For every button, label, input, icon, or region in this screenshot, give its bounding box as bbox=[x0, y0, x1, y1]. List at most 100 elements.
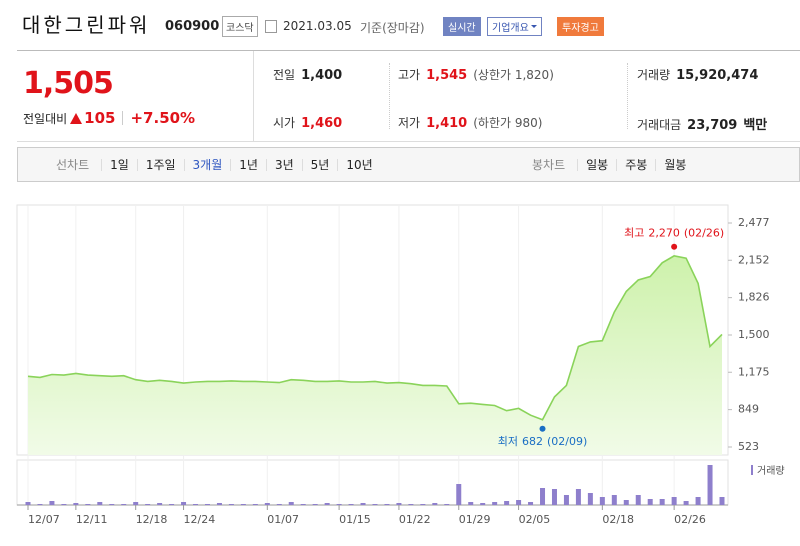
low-dot bbox=[539, 425, 546, 432]
stat: 시가 1,460 bbox=[273, 114, 342, 131]
stat-value: 1,400 bbox=[301, 68, 343, 83]
volume-bar bbox=[480, 503, 486, 505]
volume-bar bbox=[504, 501, 510, 505]
volume-bar bbox=[193, 504, 199, 505]
volume-bar bbox=[671, 497, 677, 505]
volume-bar bbox=[157, 503, 163, 505]
volume-bar bbox=[683, 501, 689, 505]
realtime-button[interactable]: 실시간 bbox=[443, 17, 481, 36]
volume-bar bbox=[121, 504, 127, 505]
x-tick-label: 02/26 bbox=[674, 513, 706, 526]
stat-note: (상한가 1,820) bbox=[473, 68, 554, 82]
volume-bar bbox=[300, 504, 306, 505]
volume-bar bbox=[599, 497, 605, 505]
y-tick-label: 523 bbox=[738, 440, 759, 453]
stat-label: 전일 bbox=[273, 68, 296, 82]
x-tick-label: 12/24 bbox=[184, 513, 216, 526]
high-date: (02/26) bbox=[684, 227, 724, 240]
price-chart: 12/07 12/11 12/18 12/24 01/07 01/15 01/22 01/29… bbox=[16, 204, 785, 526]
volume-bar bbox=[312, 504, 318, 505]
x-tick-label: 01/29 bbox=[459, 513, 491, 526]
volume-bar bbox=[623, 500, 629, 505]
volume-bar bbox=[408, 504, 414, 505]
stat-label: 고가 bbox=[398, 68, 421, 82]
low-annotation: 최저 682 (02/09) bbox=[498, 435, 588, 448]
volume-bar bbox=[659, 499, 665, 505]
y-tick-label: 1,826 bbox=[738, 291, 770, 304]
volume-bar bbox=[695, 497, 701, 505]
volume-bar bbox=[25, 502, 31, 505]
change-pct: +7.50% bbox=[130, 109, 196, 127]
stat-value: 1,460 bbox=[301, 116, 343, 131]
x-tick-label: 01/15 bbox=[339, 513, 371, 526]
column-separator bbox=[389, 63, 390, 129]
volume-bar bbox=[707, 465, 713, 505]
volume-bar bbox=[647, 499, 653, 505]
market-badge: 코스닥 bbox=[222, 16, 258, 37]
volume-bar bbox=[432, 503, 438, 505]
y-tick-label: 1,175 bbox=[738, 365, 770, 378]
date: 2021.03.05 bbox=[283, 19, 352, 33]
tab-option[interactable]: 주봉 bbox=[616, 158, 655, 171]
tab-option[interactable]: 1주일 bbox=[136, 158, 184, 171]
company-button[interactable]: 기업개요 bbox=[487, 17, 542, 36]
x-tick-label: 12/07 bbox=[28, 513, 60, 526]
line-chart-tabs: 선차트 1일 1주일 3개월 1년 3년 5년 10년 bbox=[56, 148, 381, 181]
stat-label: 저가 bbox=[398, 116, 421, 130]
candle-chart-tabs: 봉차트 일봉 주봉 월봉 bbox=[532, 148, 694, 181]
x-tick-label: 02/05 bbox=[519, 513, 551, 526]
stat-label: 거래대금 bbox=[637, 118, 682, 132]
stat-unit: 백만 bbox=[743, 118, 768, 133]
volume-bar bbox=[551, 489, 557, 505]
volume-bar bbox=[288, 502, 294, 505]
price-panel: 1,505 전일대비 105 +7.50% bbox=[17, 51, 254, 141]
tab-group-label: 선차트 bbox=[56, 158, 90, 172]
separator bbox=[122, 111, 124, 125]
tab-option[interactable]: 5년 bbox=[301, 158, 338, 171]
stat: 전일 1,400 bbox=[273, 66, 342, 83]
high-dot bbox=[671, 243, 678, 250]
tab-option[interactable]: 월봉 bbox=[655, 158, 694, 171]
stat-value: 1,410 bbox=[426, 116, 468, 131]
chart-tabs: 선차트 1일 1주일 3개월 1년 3년 5년 10년 봉차트 일봉 주봉 월봉 bbox=[17, 147, 800, 182]
volume-bar bbox=[635, 495, 641, 505]
volume-bar bbox=[276, 504, 282, 505]
volume-frame bbox=[16, 459, 729, 506]
x-tick-label: 12/18 bbox=[136, 513, 168, 526]
price: 1,505 bbox=[23, 66, 114, 101]
tab-option[interactable]: 10년 bbox=[337, 158, 380, 171]
tab-option[interactable]: 일봉 bbox=[577, 158, 616, 171]
volume-bar bbox=[719, 497, 725, 505]
low-date: (02/09) bbox=[547, 435, 587, 448]
up-icon bbox=[70, 112, 83, 124]
x-tick-label: 02/18 bbox=[602, 513, 634, 526]
low-value-label: 682 bbox=[522, 435, 543, 448]
column-separator bbox=[627, 63, 628, 129]
warning-badge: 투자경고 bbox=[557, 17, 604, 36]
volume-bar bbox=[348, 504, 354, 505]
volume-bar bbox=[540, 488, 546, 505]
stock-name: 대한그린파워 bbox=[22, 13, 151, 37]
volume-bar bbox=[360, 503, 366, 505]
tab-option[interactable]: 3년 bbox=[265, 158, 302, 171]
tab-option[interactable]: 3개월 bbox=[183, 158, 231, 171]
volume-bar bbox=[324, 503, 330, 505]
volume-bar bbox=[264, 503, 270, 505]
volume-bar bbox=[145, 504, 151, 505]
high-value-label: 2,270 bbox=[648, 227, 680, 240]
change-label: 전일대비 bbox=[23, 111, 68, 126]
volume-bar bbox=[456, 484, 462, 505]
stat-label: 시가 bbox=[273, 116, 296, 130]
stat: 고가 1,545 (상한가 1,820) bbox=[398, 66, 554, 83]
tab-option[interactable]: 1년 bbox=[230, 158, 266, 171]
x-tick-label: 01/07 bbox=[267, 513, 299, 526]
volume-bar bbox=[73, 503, 79, 505]
tab-option[interactable]: 1일 bbox=[101, 158, 137, 171]
volume-bar bbox=[49, 501, 55, 505]
change: 전일대비 105 +7.50% bbox=[23, 109, 195, 127]
quote-box: 1,505 전일대비 105 +7.50% 전일 1,400 고가 1,545 (상한… bbox=[17, 50, 800, 142]
volume-bar bbox=[587, 493, 593, 505]
volume-bar bbox=[444, 504, 450, 505]
volume-legend: 거래량 bbox=[757, 465, 785, 477]
